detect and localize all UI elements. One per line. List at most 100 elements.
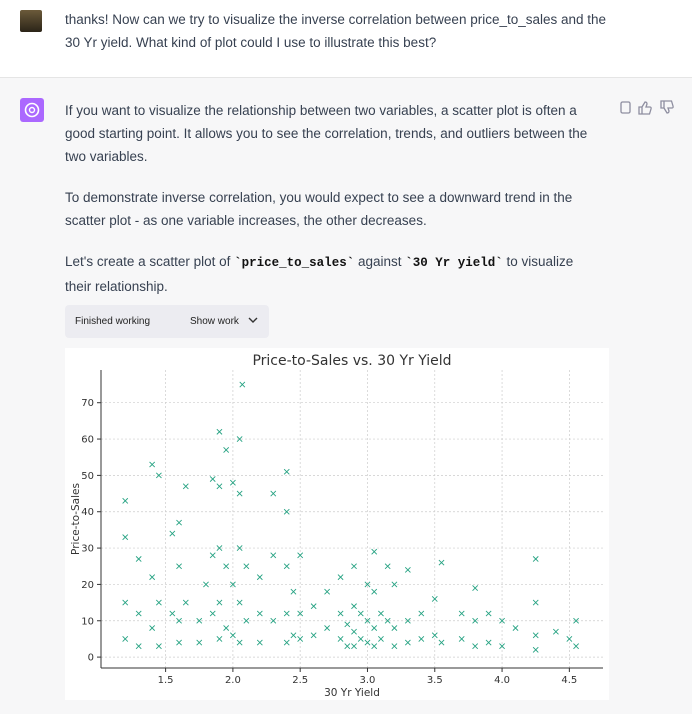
point <box>283 610 290 617</box>
point <box>256 610 263 617</box>
point <box>297 610 304 617</box>
point <box>431 596 438 602</box>
x-tick-label: 4.5 <box>561 675 577 686</box>
x-tick-label: 1.5 <box>158 675 174 686</box>
point <box>209 552 216 559</box>
show-work-button[interactable]: Show work <box>190 316 258 327</box>
point <box>337 610 344 617</box>
point <box>236 545 243 551</box>
assistant-avatar <box>20 98 44 122</box>
point <box>310 632 317 639</box>
point <box>196 639 203 646</box>
point <box>573 617 580 624</box>
assistant-row: If you want to visualize the relationshi… <box>0 78 692 714</box>
point <box>182 483 189 490</box>
point <box>149 625 156 631</box>
point <box>391 625 398 631</box>
point <box>135 610 142 617</box>
chart: Price-to-Sales vs. 30 Yr Yield 0 10 20 30 40 5… <box>70 353 603 699</box>
message-actions[interactable] <box>618 100 680 116</box>
point <box>149 574 156 581</box>
point <box>270 552 277 559</box>
point <box>391 581 398 588</box>
point <box>239 381 246 388</box>
paragraph: To demonstrate inverse correlation, you … <box>65 190 573 228</box>
point <box>378 610 384 617</box>
point <box>337 574 344 581</box>
point <box>384 563 391 570</box>
code: `30 Yr yield` <box>405 256 503 270</box>
point <box>196 617 203 624</box>
point <box>458 636 465 642</box>
work-status: Finished working Show work <box>65 305 269 338</box>
point <box>169 530 176 537</box>
point <box>351 603 357 610</box>
paragraph: Let's create a scatter plot of `price_to… <box>65 250 595 298</box>
point <box>404 566 411 573</box>
point <box>552 628 559 635</box>
point <box>182 599 189 606</box>
point <box>236 490 243 497</box>
point <box>216 545 223 551</box>
user-avatar <box>20 10 42 32</box>
y-axis-label: Price-to-Sales <box>70 483 82 555</box>
point <box>155 599 162 606</box>
point <box>149 461 156 468</box>
user-message: thanks! Now can we try to visualize the … <box>65 12 607 50</box>
point <box>404 617 411 624</box>
point <box>499 617 505 624</box>
point <box>283 468 290 475</box>
point <box>351 563 357 570</box>
point <box>438 559 445 566</box>
x-tick-label: 3.5 <box>427 675 443 686</box>
point <box>155 472 162 479</box>
point <box>216 483 223 490</box>
point <box>135 643 142 650</box>
point <box>337 636 344 642</box>
point <box>357 636 364 642</box>
point <box>573 643 580 650</box>
point <box>458 610 465 617</box>
point <box>283 639 290 646</box>
point <box>223 625 230 631</box>
point <box>357 610 364 617</box>
point <box>472 585 479 591</box>
x-tick-label: 3.0 <box>360 675 376 686</box>
point <box>229 581 236 588</box>
point <box>472 643 479 650</box>
point <box>256 574 263 581</box>
point <box>512 625 519 631</box>
point <box>283 563 290 570</box>
point <box>438 639 445 646</box>
point <box>203 581 209 588</box>
point <box>229 479 236 486</box>
point <box>364 617 371 624</box>
point <box>229 632 236 639</box>
point <box>351 643 357 650</box>
point <box>270 617 277 624</box>
point <box>364 639 371 646</box>
point <box>297 552 304 559</box>
point <box>209 610 216 617</box>
point <box>532 556 539 562</box>
point <box>216 428 223 435</box>
chart-image: Price-to-Sales vs. 30 Yr Yield 0 10 20 30 40 5… <box>65 348 609 700</box>
point <box>499 643 505 650</box>
point <box>472 617 479 624</box>
point <box>283 508 290 515</box>
point <box>431 632 438 639</box>
y-tick-label: 70 <box>81 398 94 409</box>
point <box>236 599 243 606</box>
point <box>169 610 176 617</box>
point <box>324 625 331 631</box>
x-axis-label: 30 Yr Yield <box>324 687 380 699</box>
point <box>122 497 129 504</box>
point <box>223 447 230 453</box>
point <box>310 603 317 610</box>
text: against <box>354 254 406 269</box>
point <box>223 563 230 570</box>
y-tick-label: 20 <box>81 580 94 591</box>
point <box>371 588 378 595</box>
point <box>176 617 182 624</box>
point <box>176 519 182 526</box>
